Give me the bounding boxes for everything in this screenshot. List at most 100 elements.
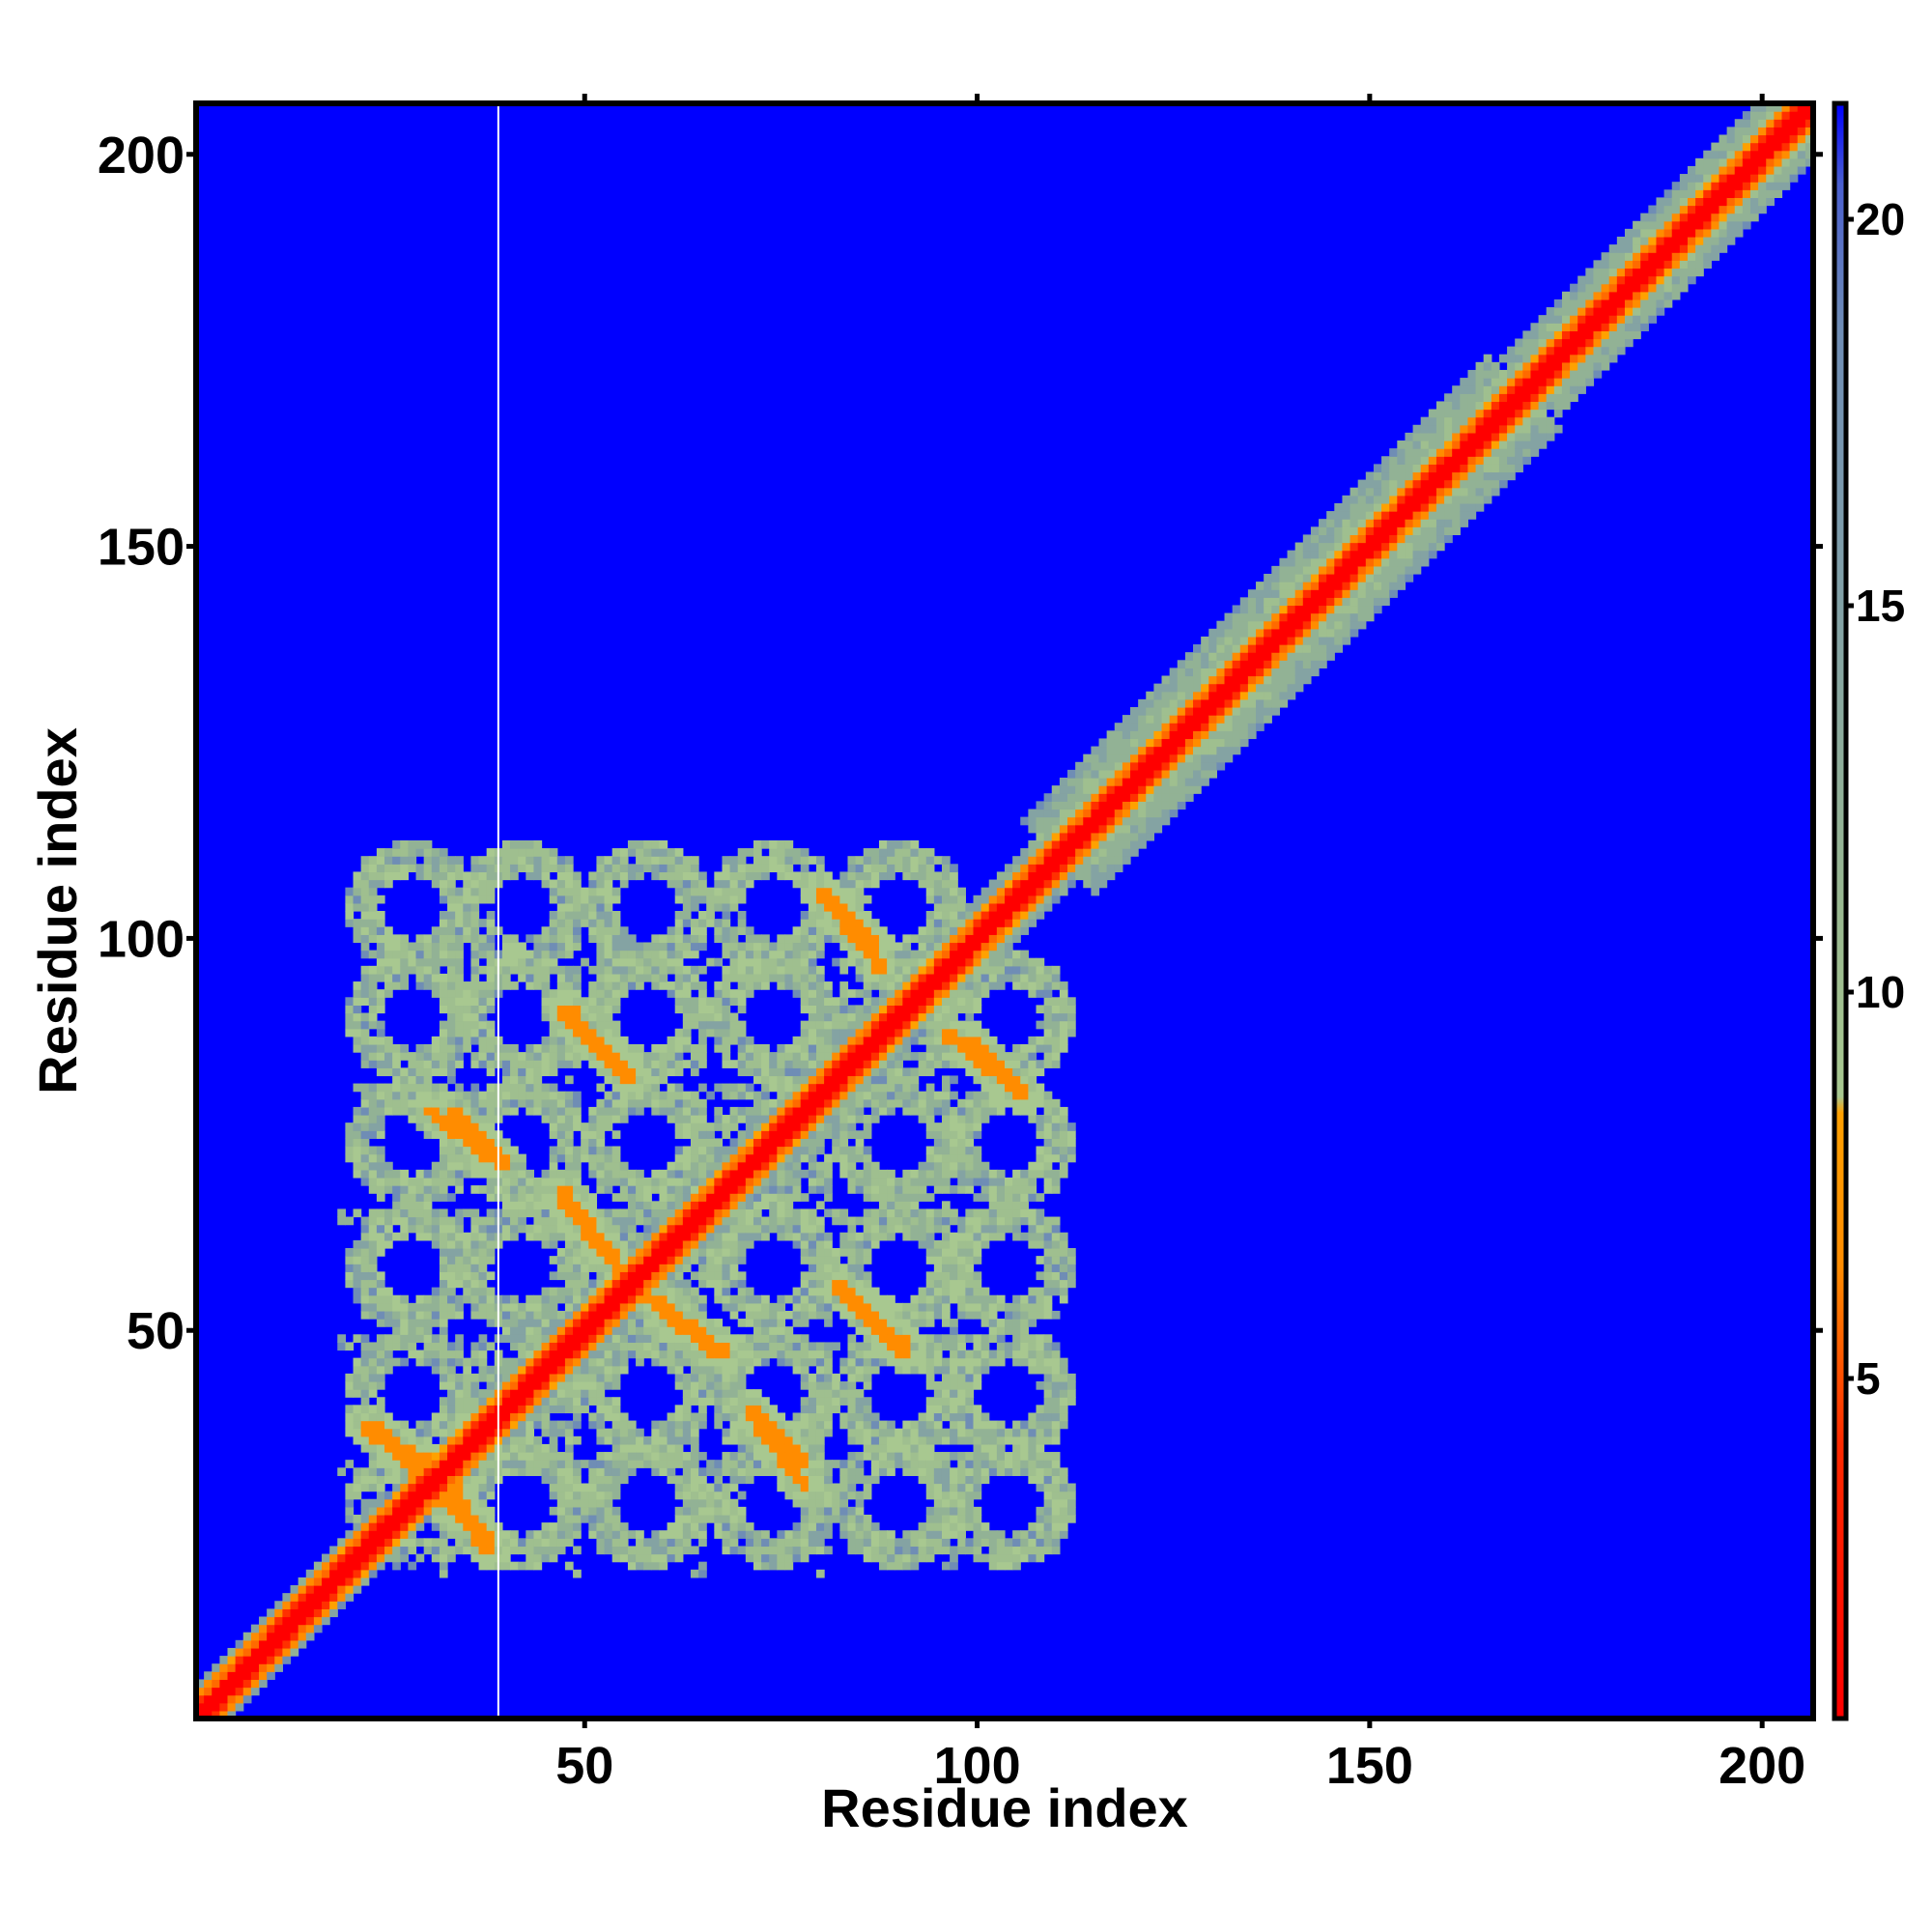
heatmap-cell — [777, 1452, 786, 1461]
heatmap-cell — [549, 1193, 558, 1202]
heatmap-cell — [376, 1193, 385, 1202]
heatmap-cell — [596, 1271, 606, 1281]
heatmap-cell — [510, 1467, 519, 1476]
heatmap-cell — [588, 1279, 598, 1289]
heatmap-cell — [737, 895, 747, 904]
heatmap-cell — [392, 1420, 401, 1430]
heatmap-cell — [729, 1357, 739, 1367]
heatmap-cell — [878, 1334, 888, 1344]
heatmap-cell — [887, 1036, 895, 1045]
heatmap-cell — [870, 934, 880, 944]
heatmap-cell — [596, 1122, 606, 1131]
heatmap-cell — [486, 1373, 496, 1382]
heatmap-cell — [611, 1443, 621, 1453]
heatmap-cell — [439, 1115, 448, 1123]
heatmap-cell — [847, 1075, 857, 1085]
heatmap-cell — [596, 1106, 606, 1116]
heatmap-cell — [815, 1294, 825, 1304]
heatmap-cell — [800, 1506, 810, 1516]
heatmap-cell — [267, 1624, 275, 1634]
heatmap-cell — [855, 1153, 865, 1163]
heatmap-cell — [777, 973, 786, 982]
heatmap-cell — [784, 1193, 794, 1202]
heatmap-cell — [800, 1357, 810, 1367]
heatmap-cell — [604, 1028, 613, 1037]
heatmap-cell — [722, 1216, 731, 1226]
heatmap-cell — [588, 919, 598, 927]
heatmap-cell — [895, 1334, 903, 1344]
heatmap-cell — [753, 1389, 762, 1398]
heatmap-cell — [439, 848, 448, 857]
heatmap-cell — [659, 1530, 668, 1539]
heatmap-cell — [690, 1350, 699, 1359]
heatmap-cell — [510, 1452, 519, 1461]
heatmap-cell — [510, 839, 519, 849]
heatmap-cell — [486, 1028, 496, 1037]
heatmap-cell — [737, 1452, 747, 1461]
heatmap-cell — [753, 1169, 762, 1179]
heatmap-cell — [887, 1177, 895, 1186]
heatmap-cell — [423, 1475, 433, 1485]
heatmap-cell — [400, 1201, 410, 1210]
heatmap-cell — [902, 1091, 912, 1100]
heatmap-cell — [431, 1357, 440, 1367]
heatmap-cell — [737, 957, 747, 967]
heatmap-cell — [423, 1075, 433, 1085]
heatmap-cell — [863, 1302, 872, 1312]
heatmap-cell — [604, 1161, 613, 1171]
heatmap-cell — [761, 1412, 770, 1422]
heatmap-cell — [808, 1075, 817, 1085]
heatmap-cell — [887, 856, 895, 865]
heatmap-cell — [596, 981, 606, 990]
heatmap-cell — [808, 1467, 817, 1476]
heatmap-cell — [847, 1310, 857, 1320]
heatmap-cell — [447, 1012, 456, 1022]
heatmap-cell — [643, 1553, 652, 1563]
heatmap-cell — [729, 1208, 739, 1218]
heatmap-cell — [800, 1043, 810, 1053]
heatmap-cell — [322, 1601, 330, 1609]
heatmap-cell — [259, 1632, 268, 1641]
heatmap-cell — [636, 1287, 644, 1296]
heatmap-cell — [384, 1460, 393, 1468]
heatmap-cell — [839, 1060, 849, 1068]
heatmap-cell — [847, 1538, 857, 1548]
heatmap-cell — [588, 989, 598, 998]
heatmap-cell — [455, 989, 464, 998]
heatmap-cell — [878, 1201, 888, 1210]
heatmap-cell — [353, 1420, 362, 1430]
heatmap-cell — [698, 1319, 707, 1327]
heatmap-cell — [242, 1632, 252, 1641]
heatmap-cell — [753, 957, 762, 967]
heatmap-cell — [714, 1224, 724, 1234]
heatmap-cell — [808, 902, 817, 912]
heatmap-cell — [463, 934, 472, 944]
heatmap-cell — [423, 942, 433, 952]
heatmap-cell — [526, 1060, 535, 1068]
heatmap-cell — [486, 1435, 496, 1445]
heatmap-cell — [518, 1546, 526, 1555]
heatmap-cell — [353, 1467, 362, 1476]
heatmap-cell — [408, 1075, 417, 1085]
heatmap-cell — [423, 1115, 433, 1123]
heatmap-cell — [573, 1239, 582, 1249]
heatmap-cell — [878, 839, 888, 849]
heatmap-cell — [698, 1420, 707, 1430]
heatmap-cell — [611, 848, 621, 857]
heatmap-cell — [360, 1169, 370, 1179]
heatmap-cell — [722, 1020, 731, 1030]
heatmap-cell — [698, 1012, 707, 1022]
heatmap-cell — [667, 1052, 676, 1061]
heatmap-cell — [824, 1161, 833, 1171]
heatmap-cell — [573, 1153, 582, 1163]
heatmap-cell — [408, 848, 417, 857]
heatmap-cell — [510, 1420, 519, 1430]
heatmap-cell — [541, 965, 551, 975]
heatmap-cell — [501, 1538, 511, 1548]
heatmap-cell — [777, 871, 786, 881]
heatmap-cell — [556, 1389, 566, 1398]
heatmap-cell — [533, 839, 543, 849]
heatmap-cell — [573, 1326, 582, 1335]
heatmap-cell — [439, 1216, 448, 1226]
heatmap-cell — [682, 1028, 692, 1037]
